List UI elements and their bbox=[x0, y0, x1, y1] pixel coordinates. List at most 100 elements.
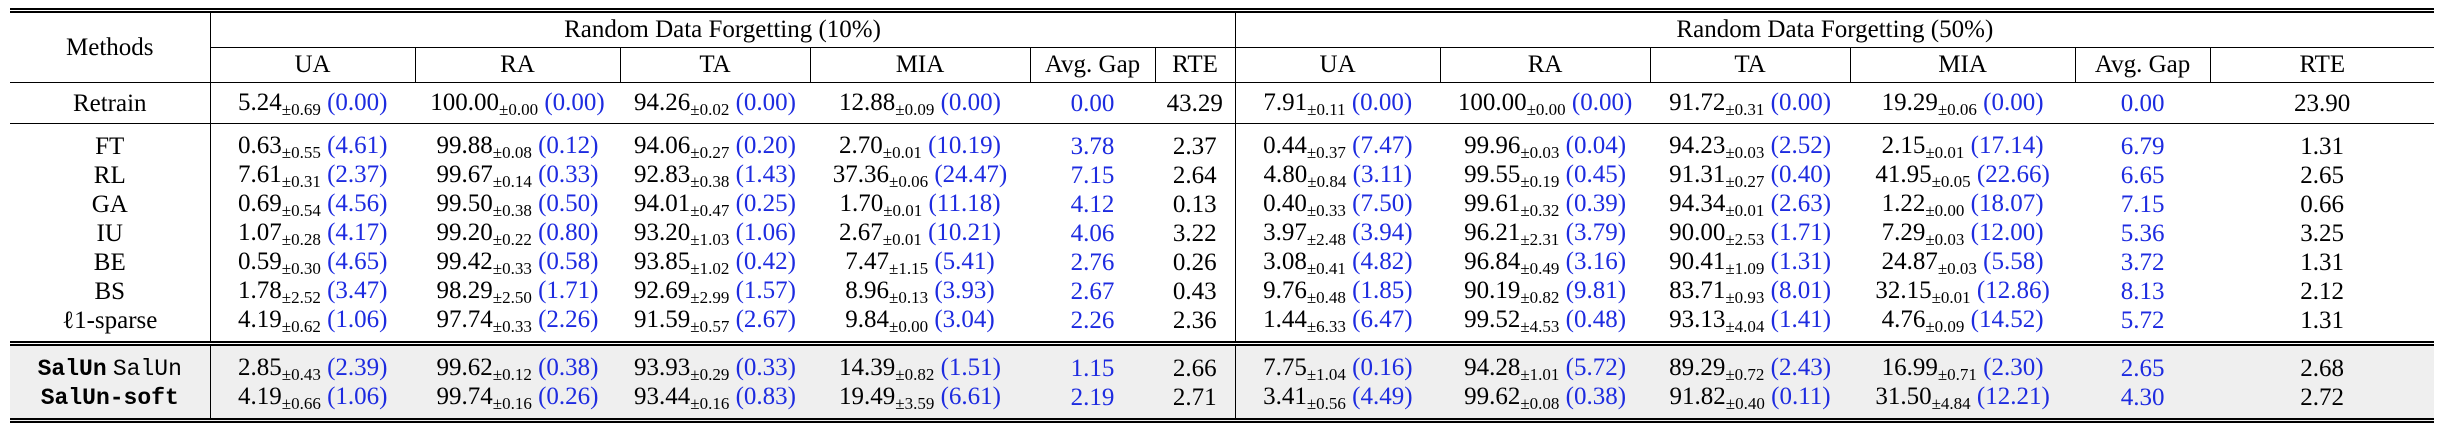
gap-value: (9.81) bbox=[1565, 277, 1627, 304]
group-header-50: Random Data Forgetting (50%) bbox=[1234, 10, 2435, 48]
std-value: ±0.00 bbox=[499, 99, 539, 119]
mean-value: 3.41 bbox=[1263, 383, 1307, 410]
gap-value: (12.86) bbox=[1976, 277, 2050, 304]
mean-value: 1.07 bbox=[238, 219, 282, 246]
metric-cell-mia-g10: 2.67±0.01 (10.21) bbox=[810, 219, 1030, 249]
std-value: ±4.53 bbox=[1520, 317, 1560, 336]
method-cell: BE bbox=[93, 249, 126, 276]
table-row: RL 7.61±0.31 (2.37) 99.67±0.14 (0.33) 92.83… bbox=[10, 161, 2434, 191]
mean-value: 93.20 bbox=[634, 219, 691, 246]
metric-cell-ta-g50: 83.71±0.93 (8.01) bbox=[1650, 277, 1850, 307]
metric-cell-ta-g50: 90.00±2.53 (1.71) bbox=[1650, 219, 1850, 249]
mean-value: 9.76 bbox=[1263, 277, 1307, 304]
gap-value: (4.82) bbox=[1352, 248, 1413, 275]
std-value: ±3.59 bbox=[895, 394, 935, 413]
mean-value: 99.74 bbox=[436, 383, 493, 410]
gap-value: (0.00) bbox=[940, 88, 1001, 116]
mean-value: 4.80 bbox=[1263, 161, 1308, 188]
metric-cell-ta-g10: 91.59±0.57 (2.67) bbox=[620, 306, 810, 344]
metric-header-ra-50: RA bbox=[1439, 47, 1651, 83]
avg-gap-cell-g50: 6.65 bbox=[2120, 162, 2165, 189]
metric-cell-ua-g50: 7.91±0.11 (0.00) bbox=[1234, 82, 1441, 124]
gap-value: (7.50) bbox=[1352, 190, 1413, 217]
metric-header-gap-50: Avg. Gap bbox=[2074, 47, 2211, 83]
rte-cell-g50: 1.31 bbox=[2300, 307, 2344, 334]
metric-cell-ta-g10: 94.01±0.47 (0.25) bbox=[620, 190, 810, 220]
avg-gap-cell-g10: 1.15 bbox=[1030, 343, 1155, 383]
group-header-10: Random Data Forgetting (10%) bbox=[209, 10, 1236, 48]
metric-header-ta-50: TA bbox=[1649, 47, 1851, 83]
metric-cell-ra-g50: 94.28±1.01 (5.72) bbox=[1440, 343, 1651, 384]
mean-value: 99.52 bbox=[1464, 306, 1521, 333]
rte-cell-g10: 0.43 bbox=[1172, 278, 1217, 305]
std-value: ±2.31 bbox=[1520, 230, 1560, 249]
metric-cell-ta-g50: 90.41±1.09 (1.31) bbox=[1650, 248, 1850, 278]
avg-gap-cell-g10: 2.67 bbox=[1070, 278, 1115, 305]
mean-value: 99.96 bbox=[1464, 132, 1521, 159]
metric-cell-ua-g50: 3.08±0.41 (4.82) bbox=[1234, 248, 1441, 278]
std-value: ±0.72 bbox=[1725, 365, 1765, 384]
metric-cell-mia-g50: 41.95±0.05 (22.66) bbox=[1850, 161, 2075, 191]
metric-header-ua-10: UA bbox=[209, 47, 415, 83]
method-cell: ℓ1-sparse bbox=[62, 307, 158, 334]
mean-value: 99.20 bbox=[436, 219, 493, 246]
gap-value: (2.63) bbox=[1770, 190, 1832, 217]
mean-value: 1.22 bbox=[1881, 190, 1926, 217]
gap-value: (18.07) bbox=[1970, 190, 2044, 217]
mean-value: 99.88 bbox=[436, 132, 493, 159]
metric-cell-ua-g50: 0.40±0.33 (7.50) bbox=[1234, 190, 1441, 220]
metric-cell-ta-g10: 92.83±0.38 (1.43) bbox=[620, 161, 810, 191]
metric-cell-mia-g50: 16.99±0.71 (2.30) bbox=[1850, 343, 2076, 384]
metric-header-mia-10: MIA bbox=[809, 47, 1030, 83]
gap-value: (3.04) bbox=[934, 306, 995, 333]
std-value: ±0.82 bbox=[1520, 288, 1560, 307]
metric-cell-ra-g10: 99.88±0.08 (0.12) bbox=[415, 124, 620, 162]
metric-cell-mia-g10: 8.96±0.13 (3.93) bbox=[810, 277, 1030, 307]
std-value: ±0.00 bbox=[889, 317, 929, 336]
gap-value: (1.06) bbox=[327, 306, 388, 333]
mean-value: 93.44 bbox=[634, 383, 691, 410]
gap-value: (0.39) bbox=[1565, 190, 1627, 217]
gap-value: (14.52) bbox=[1970, 306, 2044, 333]
mean-value: 83.71 bbox=[1669, 277, 1726, 304]
metric-cell-ta-g10: 93.85±1.02 (0.42) bbox=[620, 248, 810, 278]
gap-value: (0.42) bbox=[735, 248, 796, 275]
method-cell: FT bbox=[95, 133, 125, 160]
mean-value: 93.85 bbox=[634, 248, 691, 275]
metric-cell-ra-g10: 99.50±0.38 (0.50) bbox=[415, 190, 620, 220]
std-value: ±2.52 bbox=[281, 288, 321, 307]
gap-value: (5.72) bbox=[1565, 354, 1627, 381]
avg-gap-cell-g10: 4.12 bbox=[1070, 191, 1115, 218]
metric-cell-ta-g50: 91.82±0.40 (0.11) bbox=[1650, 383, 1851, 421]
std-value: ±0.09 bbox=[895, 99, 935, 119]
std-value: ±0.33 bbox=[492, 259, 532, 278]
avg-gap-cell-g10: 0.00 bbox=[1070, 89, 1115, 117]
metric-header-ua-50: UA bbox=[1234, 47, 1441, 83]
rte-cell-g10: 2.37 bbox=[1172, 133, 1217, 160]
std-value: ±0.33 bbox=[492, 317, 532, 336]
gap-value: (0.20) bbox=[735, 132, 796, 159]
metric-cell-ua-g10: 1.07±0.28 (4.17) bbox=[209, 219, 415, 249]
metric-cell-ra-g50: 90.19±0.82 (9.81) bbox=[1440, 277, 1650, 307]
gap-value: (4.49) bbox=[1352, 383, 1413, 410]
rte-cell-g10: 2.36 bbox=[1172, 307, 1217, 334]
method-cell: RL bbox=[93, 162, 126, 189]
mean-value: 5.24 bbox=[238, 88, 282, 116]
std-value: ±0.27 bbox=[690, 143, 730, 162]
metric-cell-mia-g10: 2.70±0.01 (10.19) bbox=[810, 124, 1030, 162]
metric-cell-mia-g50: 2.15±0.01 (17.14) bbox=[1850, 124, 2075, 162]
metric-cell-mia-g10: 12.88±0.09 (0.00) bbox=[810, 83, 1030, 124]
avg-gap-cell-g50: 6.79 bbox=[2120, 133, 2165, 160]
metric-cell-ra-g10: 100.00±0.00 (0.00) bbox=[415, 83, 620, 124]
method-cell: BS bbox=[94, 278, 126, 305]
metric-cell-ua-g50: 0.44±0.37 (7.47) bbox=[1234, 123, 1441, 162]
std-value: ±2.99 bbox=[690, 288, 730, 307]
mean-value: 92.83 bbox=[634, 161, 691, 188]
salun-method-name: SalUn-soft bbox=[40, 385, 179, 411]
mean-value: 93.93 bbox=[634, 354, 691, 381]
metric-cell-mia-g10: 14.39±0.82 (1.51) bbox=[810, 343, 1030, 384]
avg-gap-cell-g50: 5.36 bbox=[2120, 220, 2165, 247]
gap-value: (0.38) bbox=[1565, 383, 1627, 410]
gap-value: (5.41) bbox=[934, 248, 995, 275]
mean-value: 3.08 bbox=[1263, 248, 1307, 275]
